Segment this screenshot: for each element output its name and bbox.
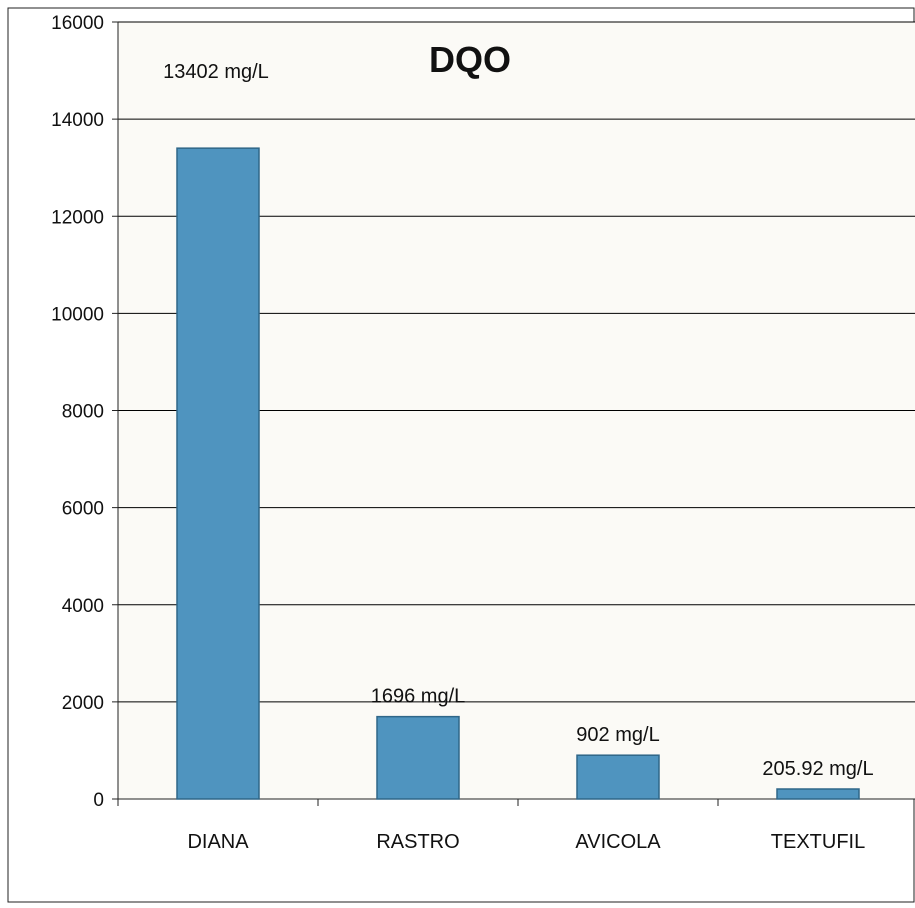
- data-label: 13402 mg/L: [163, 61, 269, 83]
- y-tick-label: 0: [93, 790, 104, 811]
- data-label: 205.92 mg/L: [762, 758, 873, 780]
- bar-diana: [176, 147, 260, 800]
- bars: [176, 147, 860, 800]
- bar-rastro: [376, 715, 460, 800]
- bar-avicola: [576, 754, 660, 800]
- data-label: 902 mg/L: [576, 724, 659, 746]
- labels: 0 2000 4000 6000 8000 10000 12000 14000 16000 134…: [51, 13, 873, 853]
- y-tick-label: 16000: [51, 13, 104, 34]
- x-tick-label: TEXTUFIL: [771, 831, 865, 853]
- bar-textufil: [776, 788, 860, 800]
- y-tick-label: 6000: [62, 499, 104, 520]
- y-tick-label: 8000: [62, 402, 104, 423]
- data-label: 1696 mg/L: [371, 686, 466, 708]
- y-tick-label: 4000: [62, 596, 104, 617]
- x-tick-label: RASTRO: [376, 831, 459, 853]
- y-tick-label: 12000: [51, 207, 104, 228]
- y-tick-label: 2000: [62, 693, 104, 714]
- x-tick-label: DIANA: [187, 831, 249, 853]
- y-tick-label: 14000: [51, 110, 104, 131]
- x-tick-label: AVICOLA: [575, 831, 661, 853]
- y-tick-label: 10000: [51, 304, 104, 325]
- chart-title: DQO: [429, 39, 511, 80]
